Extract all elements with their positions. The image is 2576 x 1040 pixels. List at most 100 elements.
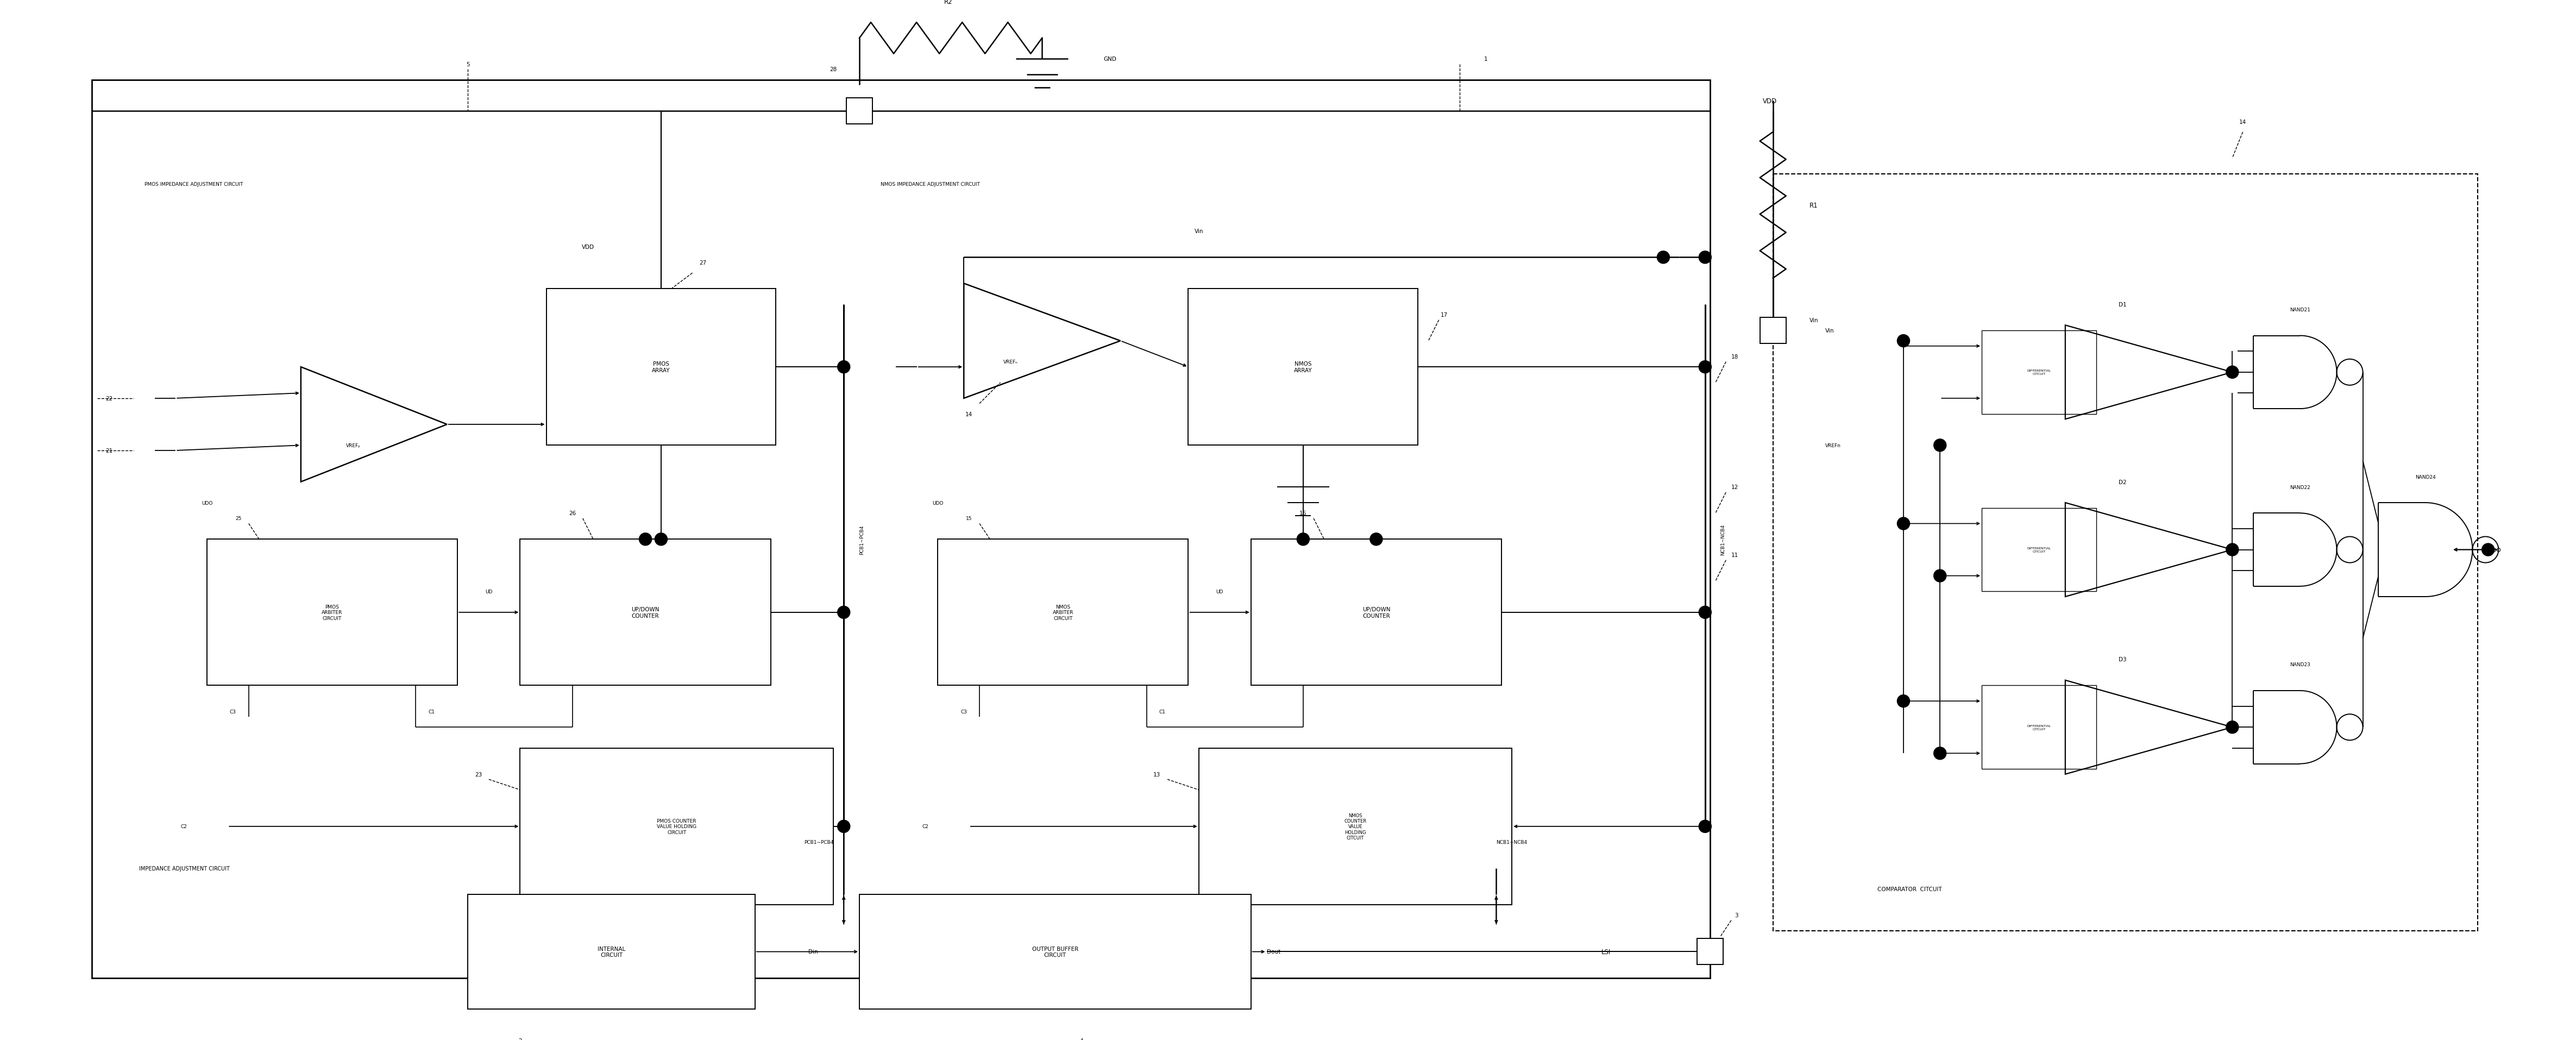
Circle shape (1370, 534, 1383, 546)
Bar (907, 216, 1553, 711)
Circle shape (1935, 439, 1947, 451)
Text: Vin: Vin (1808, 317, 1819, 323)
Text: C1: C1 (1159, 709, 1164, 714)
Text: NAND23: NAND23 (2290, 662, 2311, 667)
Circle shape (2481, 544, 2494, 556)
Circle shape (1935, 570, 1947, 582)
Text: C3: C3 (961, 709, 966, 714)
Text: D3: D3 (2117, 657, 2128, 662)
Circle shape (2226, 366, 2239, 379)
Text: PMOS COUNTER
VALUE HOLDING
CIRCUIT: PMOS COUNTER VALUE HOLDING CIRCUIT (657, 818, 696, 834)
Text: Dout: Dout (1267, 950, 1280, 955)
Text: 11: 11 (1731, 552, 1739, 557)
Text: C2: C2 (180, 824, 188, 829)
Circle shape (1698, 821, 1710, 833)
Text: 26: 26 (569, 511, 577, 516)
Bar (124, 142, 845, 900)
Text: NAND21: NAND21 (2290, 308, 2311, 312)
Circle shape (639, 534, 652, 546)
Text: 4: 4 (1079, 1038, 1082, 1040)
Text: R1: R1 (1808, 202, 1819, 209)
Bar (1198, 748, 1512, 905)
Text: UDO: UDO (201, 500, 214, 505)
Text: DIFFERENTIAL
CITCUIT: DIFFERENTIAL CITCUIT (2027, 369, 2050, 375)
Circle shape (2226, 721, 2239, 733)
Text: 14: 14 (2239, 120, 2246, 125)
Text: PCB1∼PCB4: PCB1∼PCB4 (860, 525, 866, 554)
Bar (848, 99, 873, 125)
Circle shape (1935, 747, 1947, 759)
Circle shape (837, 606, 850, 619)
Text: 13: 13 (1154, 772, 1162, 777)
Text: 14: 14 (966, 412, 974, 417)
Bar (860, 142, 1705, 900)
Text: 3: 3 (1734, 912, 1739, 918)
Bar (520, 540, 770, 685)
Text: VREFn: VREFn (1826, 443, 1842, 448)
Text: UDO: UDO (933, 500, 943, 505)
Text: COMPARATOR  CITCUIT: COMPARATOR CITCUIT (1878, 886, 1942, 892)
Text: VDD: VDD (582, 244, 595, 250)
Bar (1772, 174, 2478, 931)
Bar (1252, 540, 1502, 685)
Text: Vin: Vin (1195, 229, 1203, 234)
Text: GND: GND (1103, 56, 1115, 62)
Text: Vin: Vin (1826, 328, 1834, 334)
Bar (165, 216, 811, 711)
Text: C1: C1 (428, 709, 435, 714)
Bar (1981, 685, 2097, 769)
Bar (1759, 317, 1785, 344)
Text: UDO: UDO (2488, 547, 2501, 552)
Text: NMOS IMPEDANCE ADJUSTMENT CIRCUIT: NMOS IMPEDANCE ADJUSTMENT CIRCUIT (881, 182, 979, 187)
Bar (1981, 331, 2097, 414)
Text: OUTPUT BUFFER
CIRCUIT: OUTPUT BUFFER CIRCUIT (1033, 945, 1079, 958)
Circle shape (1656, 252, 1669, 264)
Bar (469, 894, 755, 1009)
Text: IMPEDANCE ADJUSTMENT CIRCUIT: IMPEDANCE ADJUSTMENT CIRCUIT (139, 865, 229, 870)
Text: NCB1∼NCB4: NCB1∼NCB4 (1497, 839, 1528, 844)
Text: VDD: VDD (1762, 98, 1777, 105)
Text: INTERNAL
CIRCUIT: INTERNAL CIRCUIT (598, 945, 626, 958)
Text: NMOS
ARRAY: NMOS ARRAY (1293, 361, 1311, 373)
Text: D1: D1 (2117, 302, 2128, 308)
Text: NMOS
ARBITER
CIRCUIT: NMOS ARBITER CIRCUIT (1054, 604, 1074, 621)
Circle shape (1896, 518, 1909, 530)
Circle shape (837, 361, 850, 373)
Text: PCB1∼PCB4: PCB1∼PCB4 (804, 839, 832, 844)
Bar (520, 748, 832, 905)
Text: D2: D2 (2117, 479, 2128, 485)
Circle shape (1896, 695, 1909, 707)
Text: DIFFERENTIAL
CITCUIT: DIFFERENTIAL CITCUIT (2027, 725, 2050, 730)
Text: PMOS
ARRAY: PMOS ARRAY (652, 361, 670, 373)
Text: NCB1∼NCB4: NCB1∼NCB4 (1721, 524, 1726, 555)
Text: 2: 2 (518, 1038, 523, 1040)
Text: R2: R2 (943, 0, 953, 5)
Text: Din: Din (809, 950, 817, 955)
Text: 27: 27 (698, 260, 706, 265)
Circle shape (837, 821, 850, 833)
Bar (1698, 939, 1723, 965)
Text: 12: 12 (1731, 485, 1739, 490)
Text: 1: 1 (1484, 56, 1489, 62)
Circle shape (1896, 335, 1909, 347)
Text: 25: 25 (234, 516, 242, 521)
Bar (1188, 289, 1417, 445)
Text: UD: UD (484, 590, 492, 594)
Text: 15: 15 (966, 516, 971, 521)
Text: 23: 23 (474, 772, 482, 777)
Circle shape (1296, 534, 1309, 546)
Bar (206, 540, 459, 685)
Circle shape (1698, 606, 1710, 619)
Text: C3: C3 (229, 709, 237, 714)
Circle shape (1698, 252, 1710, 264)
Text: 21: 21 (106, 448, 113, 453)
Text: NAND24: NAND24 (2416, 474, 2437, 479)
Text: VREFₙ: VREFₙ (1005, 360, 1018, 364)
Circle shape (1698, 361, 1710, 373)
Text: 22: 22 (106, 396, 113, 401)
Text: 18: 18 (1731, 354, 1739, 360)
Text: NMOS
COUNTER
VALUE
HOLDING
CITCUIT: NMOS COUNTER VALUE HOLDING CITCUIT (1345, 812, 1365, 840)
Text: UP/DOWN
COUNTER: UP/DOWN COUNTER (1363, 606, 1391, 619)
Text: 28: 28 (829, 67, 837, 73)
Bar (938, 540, 1188, 685)
